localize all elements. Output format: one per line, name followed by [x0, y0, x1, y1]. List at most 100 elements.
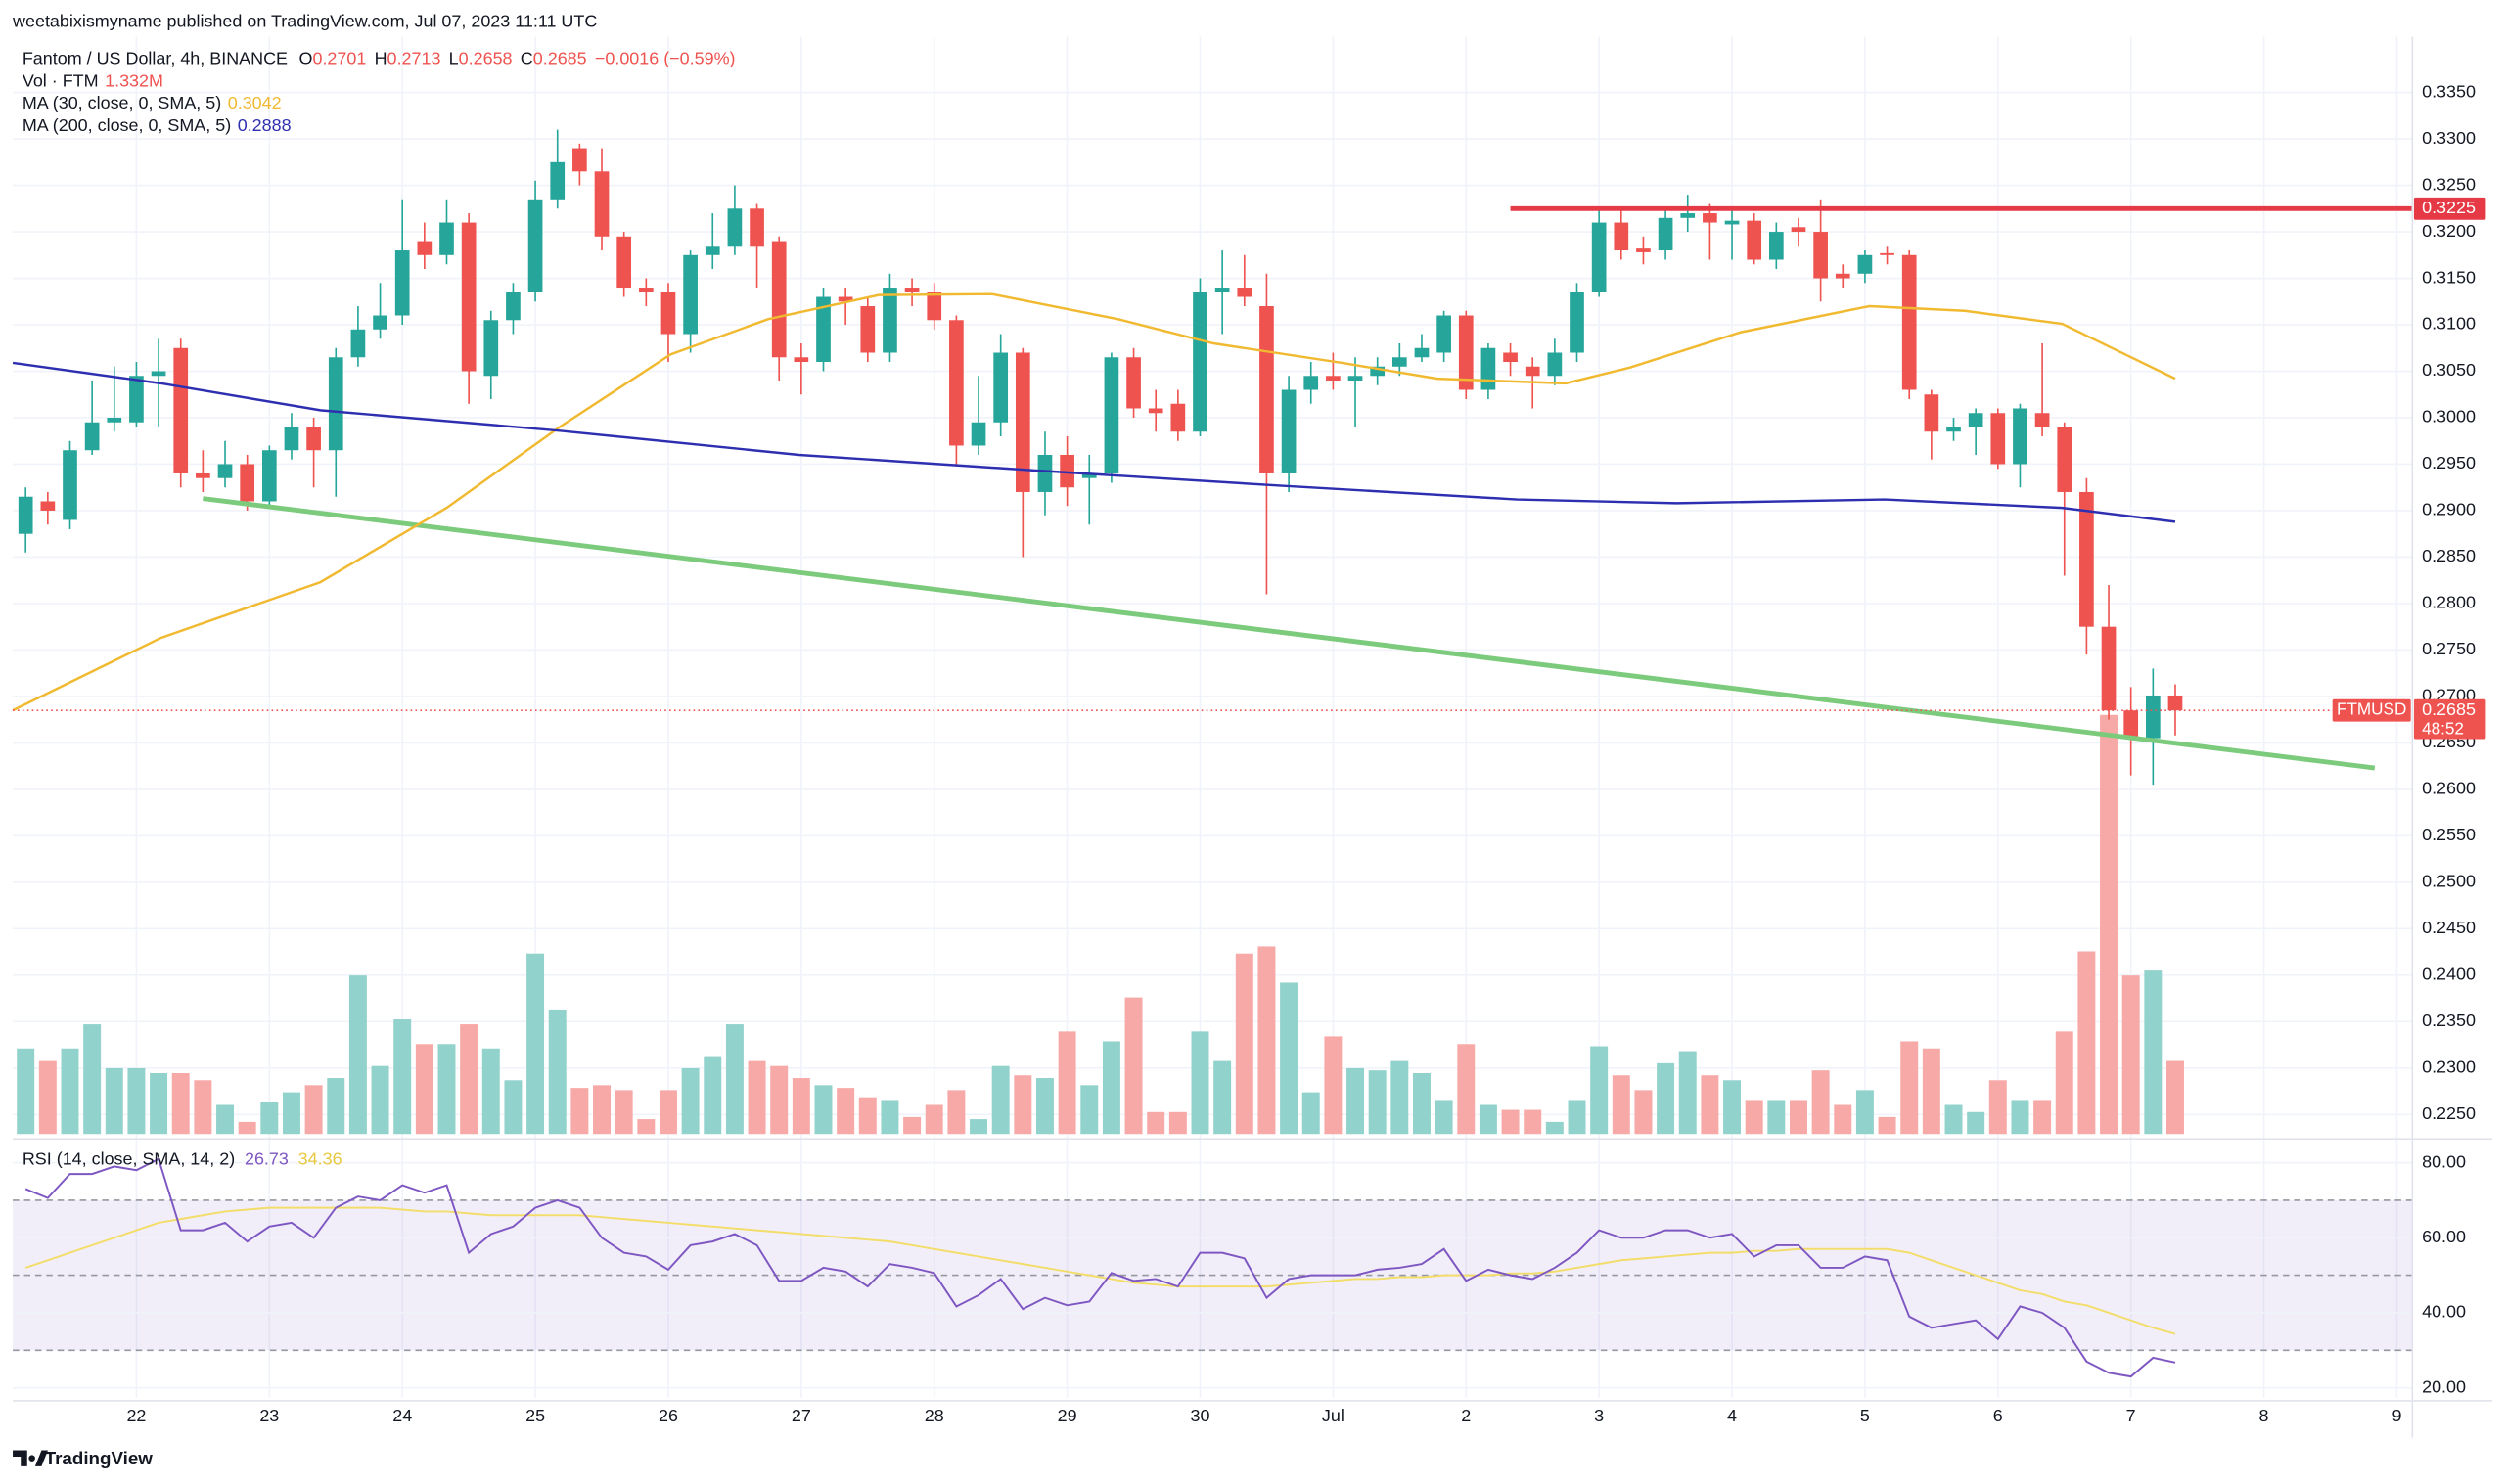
candle-body — [1658, 217, 1673, 251]
y-tick-label: 0.2550 — [2422, 825, 2476, 844]
ohlc-value: 0.2701 — [312, 48, 366, 67]
ohlc-value: 0.2685 — [533, 48, 587, 67]
volume-bar — [1634, 1090, 1653, 1135]
candle-body — [1614, 222, 1629, 251]
y-tick-label: 0.2500 — [2422, 872, 2476, 891]
volume-bar — [1368, 1070, 1387, 1135]
volume-bar — [637, 1119, 656, 1135]
candle-body — [1636, 248, 1651, 252]
countdown: 48:52 — [2422, 718, 2464, 738]
x-tick-label: 22 — [126, 1406, 146, 1425]
volume-bar — [282, 1092, 300, 1135]
volume-bar — [991, 1065, 1010, 1135]
y-tick-label: 0.3050 — [2422, 360, 2476, 380]
candle-body — [40, 501, 56, 511]
ma-line — [12, 292, 2176, 712]
volume-bar — [17, 1048, 35, 1135]
candle-body — [2034, 413, 2050, 427]
candle-body — [483, 320, 499, 377]
labels: 0.2250 0.2300 0.2350 0.2400 0.2450 0.2500 0.25… — [126, 81, 2486, 1425]
volume-bar — [481, 1048, 500, 1135]
candle-body — [705, 246, 720, 255]
candle-body — [1214, 288, 1230, 292]
rsi-tick-label: 20.00 — [2422, 1376, 2466, 1396]
candle-body — [129, 376, 144, 423]
volume-bar — [903, 1116, 922, 1135]
candle-body — [904, 288, 920, 292]
candle-body — [794, 357, 809, 363]
candle-body — [1347, 376, 1363, 382]
volume-bar — [1124, 997, 1143, 1135]
candle-body — [993, 352, 1009, 423]
trend-line — [203, 496, 2376, 771]
volume-bar — [837, 1088, 855, 1135]
candle-body — [2013, 408, 2027, 465]
volume-bar — [1988, 1080, 2007, 1135]
symbol-label: FTMUSD — [2337, 699, 2406, 719]
volume-value: 1.332M — [105, 70, 163, 90]
volume-bar — [1147, 1111, 1165, 1135]
volume-bar — [1834, 1104, 1852, 1135]
candle-body — [927, 292, 942, 321]
x-tick-label: 30 — [1191, 1406, 1210, 1425]
volume-bar — [1501, 1109, 1520, 1135]
candle-body — [151, 371, 166, 377]
volume-bar — [415, 1044, 433, 1135]
candle-body — [771, 241, 787, 358]
candle-body — [616, 236, 632, 289]
candle-body — [2079, 491, 2094, 627]
candle-body — [107, 417, 122, 423]
candle-body — [1480, 347, 1496, 390]
volume-bar — [171, 1072, 190, 1135]
candle-body — [1768, 232, 1784, 260]
volume-bar — [1168, 1111, 1187, 1135]
y-tick-label: 0.2800 — [2422, 593, 2476, 612]
header: weetabixismyname published on TradingVie… — [12, 12, 597, 31]
volume-title: Vol · FTM — [23, 70, 99, 90]
x-tick-label: 26 — [659, 1406, 678, 1425]
change: −0.0016 (−0.59%) — [595, 48, 736, 67]
x-tick-label: 24 — [392, 1406, 412, 1425]
volume-bar — [925, 1104, 943, 1135]
volume-bar — [659, 1090, 677, 1135]
ohlc-letter: L — [449, 48, 459, 67]
candle-body — [2101, 626, 2117, 711]
x-tick-label: Jul — [1322, 1406, 1344, 1425]
candle-body — [18, 496, 33, 534]
volume-bar — [1657, 1062, 1675, 1135]
candle-body — [1813, 232, 1828, 279]
rsi-tick-label: 40.00 — [2422, 1302, 2466, 1322]
volume-bar — [792, 1078, 810, 1135]
x-tick-label: 23 — [259, 1406, 279, 1425]
volume-bar — [748, 1060, 766, 1135]
volume-bar — [548, 1009, 567, 1135]
candle-body — [2145, 695, 2161, 739]
volume-bar — [1457, 1044, 1476, 1135]
candle-body — [506, 292, 521, 321]
candle-body — [1458, 315, 1474, 390]
level-label: 0.3225 — [2422, 198, 2476, 217]
candle-body — [1303, 376, 1319, 390]
volume-bar — [881, 1100, 899, 1135]
candle-body — [261, 450, 277, 502]
volume-bar — [1035, 1078, 1054, 1135]
volume-bar — [2100, 714, 2118, 1135]
volume-bar — [393, 1019, 412, 1135]
y-tick-label: 0.2950 — [2422, 453, 2476, 472]
volume-bar — [1280, 982, 1298, 1135]
volume-bar — [1590, 1046, 1609, 1135]
candle-body — [971, 422, 986, 446]
volume-bar — [1080, 1085, 1099, 1135]
candle-body — [1015, 352, 1030, 492]
candle-body — [350, 329, 366, 358]
y-tick-label: 0.3300 — [2422, 128, 2476, 148]
volume-bar — [238, 1121, 256, 1135]
y-tick-label: 0.3350 — [2422, 81, 2476, 101]
volume-bar — [1235, 953, 1253, 1135]
candle-body — [417, 241, 433, 255]
x-tick-label: 6 — [1993, 1406, 2003, 1425]
candle-body — [1326, 376, 1341, 382]
volume-bar — [216, 1104, 235, 1135]
candle-body — [394, 250, 410, 316]
